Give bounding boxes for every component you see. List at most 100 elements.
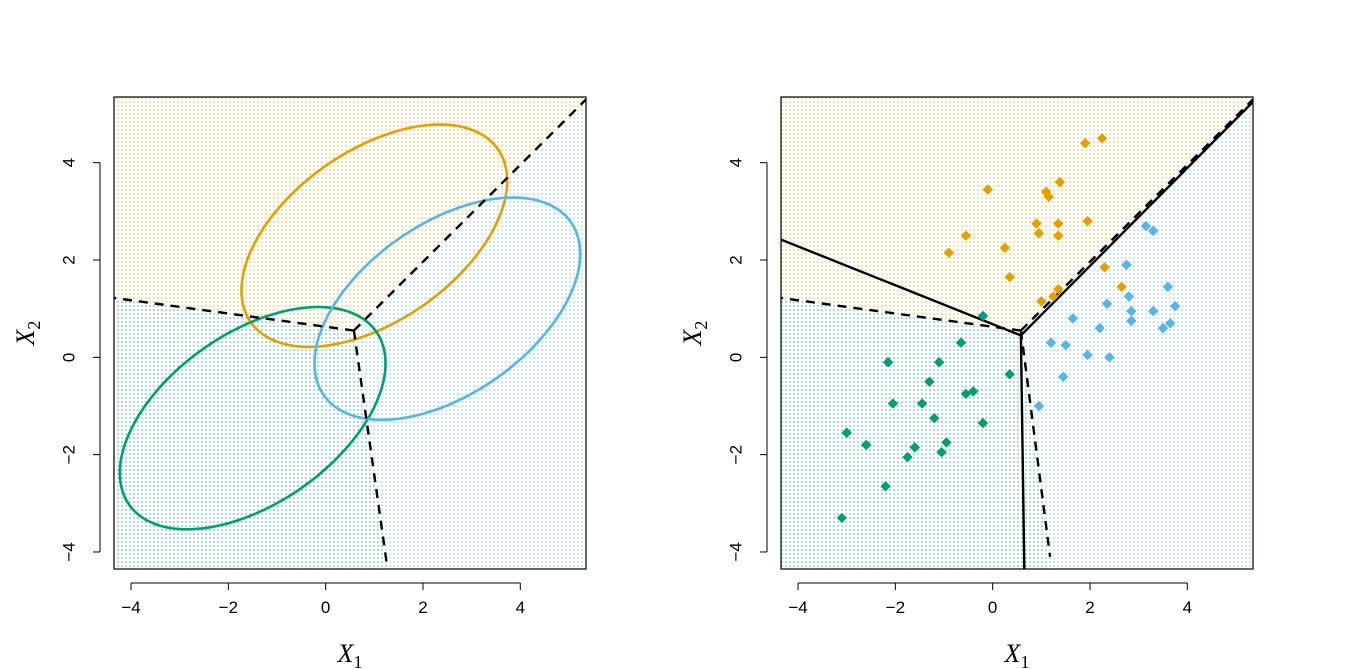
point-orange (1048, 291, 1059, 302)
x-tick-label: 4 (516, 598, 525, 617)
dashed-boundary-line (114, 296, 355, 332)
point-orange (1053, 284, 1064, 295)
point-green (1004, 369, 1015, 380)
point-green (841, 427, 852, 438)
right-panel: −4 −2 0 2 4 −4 −2 0 2 4 X1 X2 (678, 96, 1254, 669)
x-tick-label: 2 (1085, 598, 1094, 617)
y-tick-label: 4 (726, 158, 745, 167)
point-green (933, 356, 945, 368)
ellipse-blue (313, 196, 582, 422)
point-blue (1082, 349, 1093, 361)
x-tick-label: 4 (1183, 598, 1192, 617)
point-green (924, 376, 935, 387)
point-blue (1162, 281, 1174, 292)
y-tick-label: 0 (726, 353, 745, 362)
point-orange (1079, 138, 1091, 149)
point-orange (1116, 281, 1127, 292)
region-green (114, 297, 387, 569)
x-axis-label: X1 (1004, 639, 1030, 669)
y-tick-label: −2 (726, 445, 745, 464)
solid-boundary-line (1020, 101, 1253, 337)
point-orange (1004, 271, 1015, 283)
plot-frame (780, 96, 1254, 570)
point-orange (1096, 133, 1108, 144)
dashed-boundary-line (353, 98, 586, 332)
region-green (781, 297, 1051, 569)
x-tick-label: −4 (121, 598, 140, 617)
solid-boundary-line (1019, 335, 1026, 569)
point-orange (1053, 218, 1064, 229)
point-blue (1169, 301, 1181, 312)
x-axis-label: X1 (337, 639, 363, 669)
y-axis-label: X2 (11, 321, 44, 347)
point-green (968, 386, 979, 397)
point-green (882, 356, 894, 368)
region-blue (353, 99, 586, 569)
x-tick-label: 0 (321, 598, 330, 617)
region-orange (114, 97, 586, 331)
point-orange (960, 230, 972, 241)
point-green (909, 442, 921, 453)
point-blue (1058, 371, 1069, 382)
point-blue (1060, 339, 1071, 351)
point-blue (1045, 337, 1057, 348)
point-blue (1165, 318, 1176, 329)
point-blue (1148, 305, 1159, 317)
point-blue (1101, 298, 1113, 310)
x-tick-label: −2 (886, 598, 905, 617)
point-orange (982, 184, 994, 195)
point-orange (1043, 191, 1054, 202)
point-blue (1157, 322, 1169, 334)
dashed-boundary-line (1019, 330, 1052, 557)
point-orange (1036, 296, 1047, 307)
dashed-boundary-line (781, 296, 1022, 332)
point-orange (999, 242, 1011, 254)
point-orange (1054, 176, 1066, 188)
point-orange (1099, 262, 1110, 273)
point-green (860, 439, 872, 451)
point-blue (1104, 352, 1115, 363)
point-green (880, 481, 891, 492)
point-orange (943, 247, 955, 258)
region-blue (1020, 99, 1253, 569)
y-tick-label: 2 (59, 255, 78, 264)
dashed-boundary-line (352, 330, 388, 562)
point-orange (1082, 215, 1093, 227)
ellipse-green (118, 305, 387, 531)
region-orange (781, 97, 1253, 331)
point-blue (1123, 291, 1135, 302)
y-axis-label: X2 (678, 321, 711, 347)
x-tick-label: −4 (788, 598, 807, 617)
point-green (902, 451, 913, 463)
point-blue (1126, 315, 1137, 327)
y-tick-label: 0 (59, 353, 78, 362)
y-tick-label: −4 (726, 542, 745, 561)
point-blue (1033, 400, 1045, 412)
point-green (916, 398, 928, 409)
point-orange (1040, 186, 1052, 198)
solid-boundary-line (781, 238, 1022, 337)
point-blue (1094, 322, 1105, 334)
point-blue (1140, 220, 1152, 232)
x-tick-label: 0 (988, 598, 997, 617)
point-green (887, 398, 899, 409)
point-green (977, 417, 989, 429)
point-green (936, 447, 947, 458)
y-tick-label: 4 (59, 158, 78, 167)
point-orange (1031, 218, 1042, 229)
y-tick-label: 2 (726, 255, 745, 264)
point-blue (1126, 305, 1137, 317)
x-tick-label: 2 (418, 598, 427, 617)
y-tick-label: −2 (59, 445, 78, 464)
point-orange (1053, 230, 1064, 241)
point-blue (1148, 225, 1159, 237)
point-green (836, 512, 848, 524)
point-green (929, 412, 940, 424)
point-blue (1067, 313, 1079, 324)
y-tick-label: −4 (59, 542, 78, 561)
point-green (955, 337, 967, 348)
point-green (941, 437, 952, 448)
x-tick-label: −2 (219, 598, 238, 617)
point-orange (1033, 228, 1045, 239)
